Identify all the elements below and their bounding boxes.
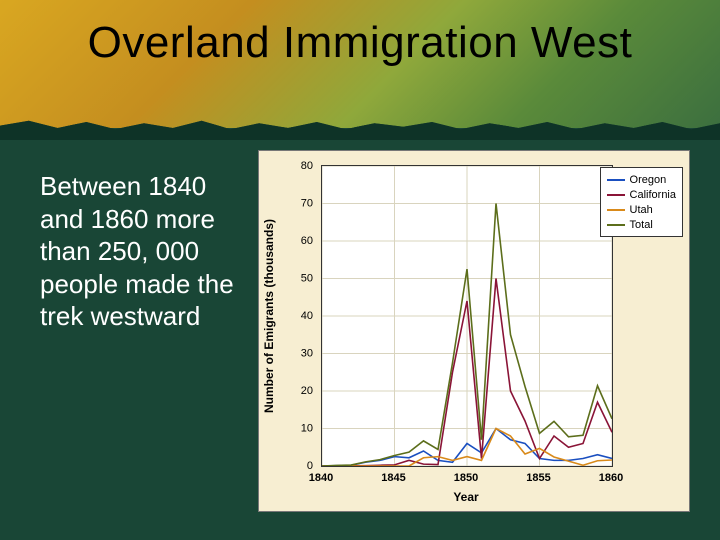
legend-swatch: [607, 224, 625, 226]
y-tick-label: 20: [301, 385, 313, 397]
y-tick-label: 80: [301, 160, 313, 172]
y-tick-label: 10: [301, 423, 313, 435]
x-tick-label: 1860: [599, 472, 623, 484]
legend-label: Oregon: [630, 174, 667, 186]
y-tick-label: 50: [301, 273, 313, 285]
y-tick-label: 30: [301, 348, 313, 360]
legend-swatch: [607, 194, 625, 196]
legend: Oregon California Utah Total: [600, 167, 683, 237]
plot-area: [321, 165, 613, 467]
slide: Overland Immigration West Between 1840 a…: [0, 0, 720, 540]
legend-item-total: Total: [607, 217, 676, 232]
y-axis-label: Number of Emigrants (thousands): [262, 219, 276, 413]
legend-swatch: [607, 209, 625, 211]
x-axis: 18401845185018551860 Year: [321, 467, 613, 507]
slide-title: Overland Immigration West: [0, 18, 720, 68]
legend-swatch: [607, 179, 625, 181]
legend-item-california: California: [607, 187, 676, 202]
x-tick-label: 1855: [526, 472, 550, 484]
y-tick-label: 0: [307, 460, 313, 472]
y-tick-label: 70: [301, 198, 313, 210]
legend-label: Utah: [630, 204, 653, 216]
x-tick-label: 1850: [454, 472, 478, 484]
x-tick-label: 1845: [381, 472, 405, 484]
y-tick-label: 60: [301, 235, 313, 247]
legend-item-oregon: Oregon: [607, 172, 676, 187]
y-tick-label: 40: [301, 310, 313, 322]
legend-label: Total: [630, 219, 653, 231]
body-text: Between 1840 and 1860 more than 250, 000…: [40, 170, 250, 333]
emigrants-chart: 0 10 20 30 40 50 60 70 80 Number of Emigrants (t…: [258, 150, 690, 512]
x-axis-label: Year: [453, 490, 479, 504]
legend-item-utah: Utah: [607, 202, 676, 217]
legend-label: California: [630, 189, 676, 201]
gridlines: [322, 166, 612, 466]
y-axis: 01020304050607080 Number of Emigrants (t…: [259, 165, 319, 467]
x-tick-label: 1840: [309, 472, 333, 484]
